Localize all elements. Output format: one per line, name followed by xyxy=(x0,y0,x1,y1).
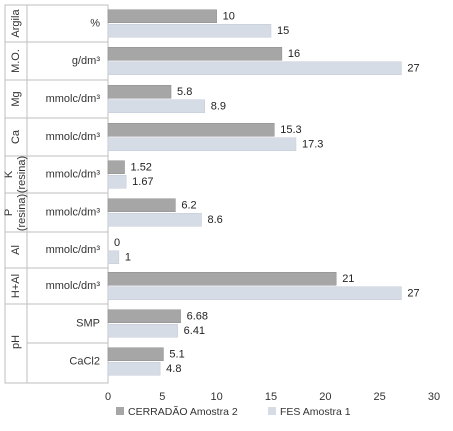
x-tick-label: 25 xyxy=(374,391,386,403)
unit-label: mmolc/dm³ xyxy=(46,207,101,219)
data-label: 15.3 xyxy=(280,124,301,136)
group-label-line: K xyxy=(3,170,15,178)
unit-label: SMP xyxy=(76,318,100,330)
x-tick-label: 10 xyxy=(211,391,223,403)
group-label: M.O. xyxy=(10,49,22,73)
data-label: 6.41 xyxy=(184,325,205,337)
unit-label: CaCl2 xyxy=(69,356,100,368)
group-label: Argila xyxy=(10,9,22,38)
bar-fes xyxy=(107,175,127,189)
data-label: 5.8 xyxy=(177,86,192,98)
group-label-line: (resina) xyxy=(16,194,28,231)
bar-cerradao xyxy=(107,347,164,361)
bar-fes xyxy=(107,362,161,376)
bar-fes xyxy=(107,61,402,75)
data-label: 10 xyxy=(223,10,235,22)
data-label: 6.68 xyxy=(187,310,208,322)
legend-swatch xyxy=(116,407,124,415)
x-tick-label: 20 xyxy=(319,391,331,403)
bar-fes xyxy=(107,213,202,227)
group-label-line: P xyxy=(3,209,15,216)
bar-cerradao xyxy=(107,198,176,212)
legend-label: FES Amostra 1 xyxy=(280,406,351,418)
group-label: Al xyxy=(10,245,22,255)
unit-label: mmolc/dm³ xyxy=(46,131,101,143)
unit-label: mmolc/dm³ xyxy=(46,244,101,256)
data-label: 15 xyxy=(277,25,289,37)
data-label: 27 xyxy=(407,62,419,74)
data-label: 1 xyxy=(125,251,131,263)
bar-cerradao xyxy=(107,9,217,23)
bar-fes xyxy=(107,286,402,300)
x-tick-label: 30 xyxy=(428,391,440,403)
group-label: K(resina) xyxy=(3,156,28,193)
bar-cerradao xyxy=(107,85,172,99)
data-label: 16 xyxy=(288,48,300,60)
data-label: 8.9 xyxy=(211,100,226,112)
bar-fes xyxy=(107,250,120,264)
x-tick-label: 0 xyxy=(105,391,111,403)
data-label: 21 xyxy=(342,273,354,285)
bar-fes xyxy=(107,99,205,113)
group-label: P(resina) xyxy=(3,194,28,231)
unit-label: mmolc/dm³ xyxy=(46,93,101,105)
group-label: pH xyxy=(10,335,22,349)
group-label: Mg xyxy=(10,91,22,106)
data-label: 0 xyxy=(114,237,120,249)
category-table-frame xyxy=(4,4,109,384)
data-label: 6.2 xyxy=(181,199,196,211)
group-label-line: (resina) xyxy=(16,156,28,193)
bar-cerradao xyxy=(107,47,283,61)
bar-cerradao xyxy=(107,272,337,286)
x-tick-label: 5 xyxy=(159,391,165,403)
data-label: 1.67 xyxy=(132,176,153,188)
bar-cerradao xyxy=(107,123,275,137)
x-tick-label: 15 xyxy=(265,391,277,403)
unit-label: mmolc/dm³ xyxy=(46,280,101,292)
data-label: 1.52 xyxy=(131,161,152,173)
unit-label: mmolc/dm³ xyxy=(46,169,101,181)
legend-label: CERRADÃO Amostra 2 xyxy=(128,405,238,418)
bar-fes xyxy=(107,137,297,151)
bar-cerradao xyxy=(107,160,125,174)
bar-cerradao xyxy=(107,309,181,323)
bar-fes xyxy=(107,24,272,38)
unit-label: % xyxy=(90,18,100,30)
data-label: 27 xyxy=(407,287,419,299)
data-label: 17.3 xyxy=(302,138,323,150)
data-label: 4.8 xyxy=(166,363,181,375)
unit-label: g/dm³ xyxy=(72,55,100,67)
bar-fes xyxy=(107,324,178,338)
data-label: 8.6 xyxy=(207,214,222,226)
legend-swatch xyxy=(268,407,276,415)
data-label: 5.1 xyxy=(169,348,184,360)
group-label: Ca xyxy=(10,129,22,144)
group-label: H+Al xyxy=(10,274,22,298)
